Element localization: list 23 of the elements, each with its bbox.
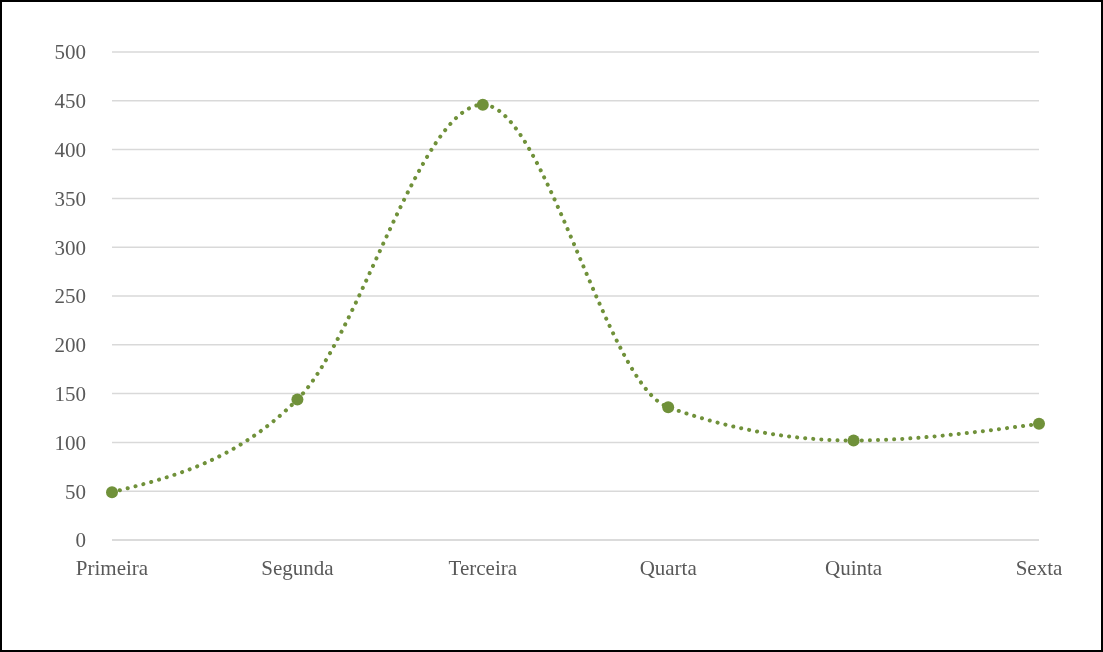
y-tick-label: 400 [54, 138, 86, 163]
point [476, 98, 489, 111]
y-tick-label: 500 [54, 40, 86, 65]
y-tick-label: 300 [54, 235, 86, 260]
y-tick-label: 100 [54, 430, 86, 455]
point [847, 434, 860, 447]
x-tick-label: Quarta [639, 555, 698, 580]
y-tick-label: 50 [65, 479, 86, 504]
y-tick-label: 150 [54, 382, 86, 407]
point [291, 393, 304, 406]
y-tick-label: 200 [54, 333, 86, 358]
y-tick-label: 0 [75, 528, 86, 553]
point [106, 486, 118, 499]
y-tick-label: 250 [54, 284, 86, 309]
point [662, 401, 675, 414]
y-tick-label: 350 [54, 186, 86, 211]
x-tick-label: Segunda [261, 555, 335, 580]
x-tick-label: Primeira [75, 555, 149, 580]
point [1033, 417, 1045, 430]
x-tick-label: Quinta [825, 555, 883, 580]
x-tick-label: Sexta [1015, 555, 1064, 580]
y-tick-label: 450 [54, 89, 86, 114]
x-tick-label: Terceira [448, 555, 518, 580]
